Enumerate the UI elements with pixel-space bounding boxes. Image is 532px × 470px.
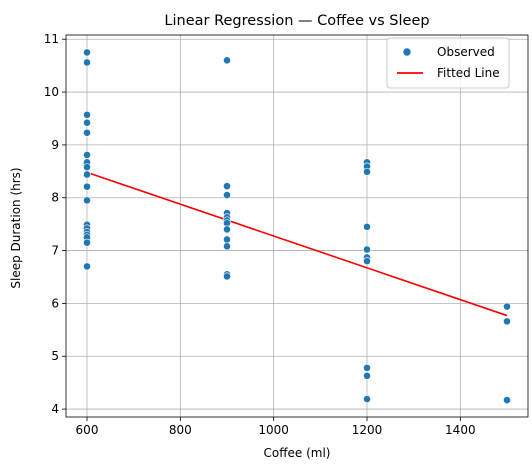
- y-tick-label: 9: [51, 138, 59, 152]
- y-tick-label: 7: [51, 244, 59, 258]
- observed-point: [503, 396, 511, 404]
- grid-lines: [66, 35, 528, 417]
- observed-point: [83, 238, 91, 247]
- observed-point: [503, 302, 511, 311]
- observed-point: [223, 235, 231, 244]
- observed-point: [83, 58, 91, 67]
- observed-point: [83, 128, 91, 137]
- y-tick-label: 4: [51, 402, 59, 416]
- observed-point: [363, 257, 371, 266]
- observed-point: [363, 395, 371, 403]
- observed-point: [83, 163, 91, 171]
- observed-point: [363, 222, 371, 231]
- observed-point: [363, 371, 371, 380]
- observed-point: [83, 262, 91, 271]
- legend: Observed Fitted Line: [386, 37, 510, 89]
- y-axis-label: Sleep Duration (hrs): [9, 167, 23, 288]
- observed-points-layer: [83, 48, 511, 404]
- observed-point: [363, 167, 371, 176]
- x-tick-label: 600: [76, 423, 99, 437]
- legend-label-observed: Observed: [437, 45, 495, 59]
- y-tick-label: 8: [51, 191, 59, 205]
- x-tick-label: 1400: [445, 423, 476, 437]
- legend-label-fitted: Fitted Line: [437, 66, 500, 80]
- legend-box: [386, 37, 510, 89]
- observed-point: [363, 363, 371, 372]
- observed-point: [503, 317, 511, 326]
- x-axis-label: Coffee (ml): [264, 446, 331, 460]
- x-tick-label: 1000: [258, 423, 289, 437]
- x-axis-ticks: 600 800 1000 1200 1400: [76, 417, 476, 437]
- x-tick-label: 1200: [352, 423, 383, 437]
- observed-point: [223, 225, 231, 234]
- y-axis-ticks: 4 5 6 7 8 9 10 11: [44, 32, 66, 416]
- chart-title: Linear Regression — Coffee vs Sleep: [164, 13, 429, 29]
- fitted-line: [86, 171, 508, 317]
- observed-point: [223, 56, 231, 65]
- observed-point: [223, 191, 231, 199]
- plot-frame: [65, 34, 529, 418]
- observed-point: [223, 182, 231, 191]
- observed-point: [83, 170, 91, 179]
- y-tick-label: 10: [44, 85, 59, 99]
- observed-point: [83, 118, 91, 127]
- y-tick-label: 5: [51, 349, 59, 363]
- observed-point: [223, 272, 231, 281]
- observed-point: [83, 110, 91, 119]
- fitted-line-layer: [86, 171, 508, 317]
- observed-point: [83, 182, 91, 191]
- y-tick-label: 6: [51, 296, 59, 310]
- x-tick-label: 800: [169, 423, 192, 437]
- legend-marker-observed: [402, 47, 412, 57]
- observed-point: [223, 242, 231, 251]
- observed-point: [363, 245, 371, 254]
- observed-point: [83, 151, 91, 159]
- observed-point: [83, 48, 91, 57]
- y-tick-label: 11: [44, 32, 59, 46]
- observed-point: [83, 196, 91, 205]
